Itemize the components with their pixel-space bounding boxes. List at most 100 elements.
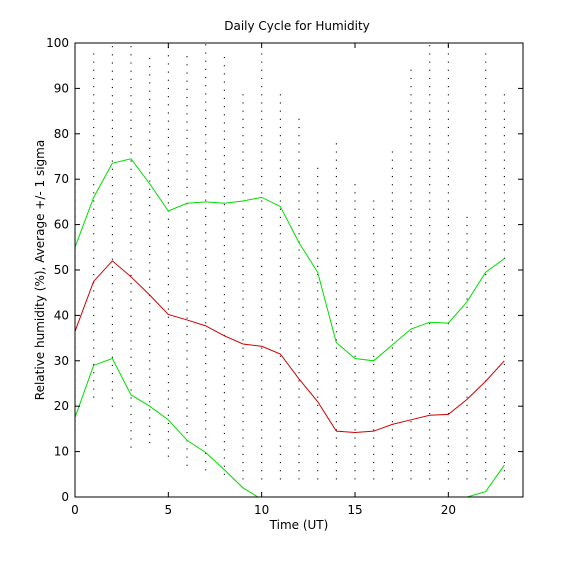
scatter-point [485,167,487,169]
scatter-point [410,69,412,71]
scatter-point [503,159,505,161]
scatter-point [242,159,244,161]
scatter-point [485,102,487,104]
scatter-point [279,363,281,366]
scatter-point [503,118,505,120]
scatter-point [354,404,356,406]
scatter-point [186,72,188,74]
scatter-point [261,118,263,120]
scatter-point [391,290,393,292]
scatter-point [242,257,244,259]
scatter-point [447,184,449,186]
scatter-point [354,265,356,267]
scatter-point [447,478,449,480]
scatter-point [335,339,337,341]
scatter-point [410,298,412,300]
scatter-point [242,282,244,284]
scatter-point [149,229,151,231]
scatter-point [466,274,468,276]
scatter-point [261,53,263,55]
scatter-point [130,340,132,342]
scatter-point [261,265,263,267]
scatter-point [298,159,300,161]
scatter-point [354,216,356,218]
scatter-point [410,396,412,398]
scatter-point [223,81,225,83]
scatter-points [74,44,505,480]
scatter-point [205,469,207,471]
scatter-point [298,445,300,447]
scatter-point [186,276,188,278]
scatter-point [186,186,188,188]
scatter-point [186,96,188,99]
scatter-point [354,453,356,455]
scatter-point [93,265,95,267]
scatter-point [205,150,207,152]
scatter-point [466,306,468,308]
scatter-point [485,159,487,161]
scatter-point [186,358,188,360]
scatter-point [429,225,431,227]
scatter-point [93,355,95,357]
scatter-point [485,331,487,333]
scatter-point [242,126,244,129]
scatter-point [242,388,244,390]
scatter-point [111,291,113,293]
scatter-point [298,421,300,423]
scatter-point [354,208,356,210]
scatter-point [242,118,244,120]
scatter-point [466,372,468,374]
scatter-point [111,364,113,366]
scatter-point [186,80,188,82]
scatter-point [205,142,207,144]
scatter-point [242,355,244,357]
scatter-point [242,143,244,145]
scatter-point [167,284,169,286]
scatter-point [167,79,169,81]
x-axis-label: Time (UT) [269,518,329,532]
scatter-point [503,274,505,276]
scatter-point [335,290,337,292]
scatter-point [93,249,95,251]
scatter-point [317,241,319,243]
scatter-point [354,282,356,284]
scatter-point [503,372,505,374]
scatter-point [242,453,244,455]
scatter-point [130,201,132,203]
scatter-point [447,249,449,251]
scatter-point [410,159,412,161]
scatter-point [111,201,113,203]
scatter-point [317,396,319,398]
scatter-point [261,94,263,96]
scatter-point [503,135,505,137]
scatter-point [205,85,207,87]
scatter-point [223,294,225,296]
y-tick-label: 70 [54,172,69,186]
scatter-point [242,184,244,186]
scatter-point [485,298,487,300]
scatter-point [429,282,431,284]
scatter-point [149,343,151,346]
scatter-point [242,372,244,374]
scatter-point [335,412,337,415]
scatter-point [410,216,412,218]
scatter-point [373,290,375,292]
scatter-point [410,192,412,194]
scatter-point [429,274,431,276]
scatter-point [279,421,281,423]
scatter-point [354,249,356,251]
scatter-point [205,134,207,136]
scatter-point [335,249,337,251]
scatter-point [391,372,393,374]
scatter-point [223,65,225,67]
scatter-point [447,216,449,218]
scatter-point [167,120,169,122]
scatter-point [223,97,225,99]
scatter-point [167,300,169,302]
scatter-point [429,249,431,251]
scatter-point [130,283,132,285]
scatter-point [391,396,393,398]
scatter-point [186,301,188,303]
scatter-point [391,208,393,210]
scatter-point [391,388,393,390]
